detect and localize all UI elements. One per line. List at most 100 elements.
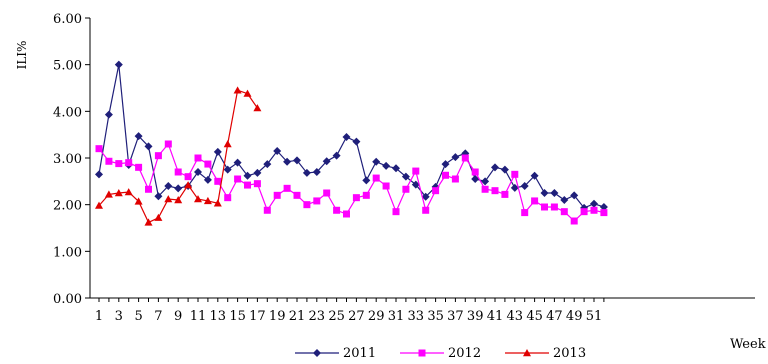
- data-point-2011: [302, 168, 311, 177]
- data-point-2012: [234, 175, 242, 183]
- data-point-2012: [402, 185, 410, 193]
- data-point-2013: [223, 140, 232, 148]
- data-point-2011: [590, 199, 598, 208]
- data-point-2012: [501, 190, 509, 198]
- data-point-2013: [194, 195, 202, 203]
- x-tick-label: 39: [467, 309, 484, 324]
- legend-label: 2011: [343, 346, 376, 361]
- data-point-2011: [401, 172, 410, 181]
- data-point-2013: [233, 86, 242, 94]
- legend-marker: [523, 349, 531, 357]
- data-point-2012: [491, 187, 499, 195]
- data-point-2012: [154, 152, 162, 160]
- data-point-2012: [145, 185, 152, 193]
- data-point-2012: [125, 159, 133, 167]
- data-point-2013: [184, 181, 193, 189]
- y-axis: 0.00 1.00 2.00 3.00 4.00 5.00 6.00: [53, 12, 91, 307]
- x-tick-label: 11: [190, 309, 207, 324]
- data-point-2011: [95, 170, 103, 179]
- x-tick-label: 49: [566, 309, 583, 324]
- data-point-2011: [134, 132, 143, 141]
- data-point-2011: [352, 137, 361, 146]
- y-tick-label: 3.00: [53, 152, 82, 167]
- y-tick-label: 5.00: [53, 59, 82, 74]
- data-point-2011: [510, 183, 519, 192]
- series-line-2012: [98, 142, 605, 222]
- data-point-2011: [441, 160, 450, 169]
- data-point-2012: [382, 182, 390, 190]
- data-point-2012: [362, 191, 370, 199]
- data-point-2011: [560, 196, 569, 204]
- data-point-2011: [233, 158, 242, 167]
- data-point-2012: [412, 167, 420, 175]
- data-point-2011: [293, 156, 301, 165]
- data-point-2012: [293, 191, 301, 199]
- x-tick-label: 43: [507, 309, 524, 324]
- data-point-2012: [531, 197, 539, 205]
- x-tick-label: 17: [249, 309, 266, 324]
- data-point-2012: [303, 201, 311, 209]
- series-2012: [95, 140, 608, 225]
- data-point-2012: [570, 217, 578, 225]
- data-point-2011: [164, 182, 173, 190]
- data-point-2011: [144, 142, 153, 151]
- data-point-2012: [244, 181, 251, 189]
- data-point-2013: [144, 218, 153, 226]
- data-point-2011: [520, 182, 529, 190]
- data-point-2012: [541, 203, 548, 211]
- data-point-2012: [422, 206, 430, 214]
- data-point-2012: [590, 206, 598, 214]
- data-point-2011: [213, 147, 222, 156]
- series-layer: [95, 60, 608, 226]
- data-point-2013: [154, 213, 163, 221]
- data-point-2012: [600, 209, 608, 217]
- data-point-2011: [481, 177, 490, 186]
- data-point-2011: [114, 60, 123, 69]
- data-point-2013: [134, 197, 143, 205]
- data-point-2011: [312, 168, 321, 176]
- data-point-2012: [451, 175, 459, 183]
- data-point-2011: [451, 153, 460, 162]
- x-tick-label: 21: [289, 309, 306, 324]
- data-point-2012: [442, 171, 449, 179]
- data-point-2011: [392, 164, 400, 173]
- data-point-2011: [203, 175, 212, 184]
- x-tick-label: 31: [388, 309, 405, 324]
- data-point-2011: [243, 171, 252, 180]
- data-point-2012: [550, 203, 558, 211]
- y-tick-label: 6.00: [53, 12, 82, 27]
- data-point-2012: [283, 184, 291, 192]
- data-point-2011: [599, 203, 608, 211]
- data-point-2012: [461, 154, 469, 162]
- x-tick-label: 15: [229, 309, 246, 324]
- x-tick-label: 45: [526, 309, 543, 324]
- data-point-2012: [313, 197, 321, 205]
- data-point-2013: [124, 188, 133, 196]
- x-tick-label: 29: [368, 309, 385, 324]
- data-point-2012: [95, 145, 103, 153]
- data-point-2012: [521, 209, 529, 217]
- legend-item-2012: 2012: [400, 346, 481, 361]
- x-tick-label: 13: [210, 309, 227, 324]
- x-tick-label: 51: [586, 309, 603, 324]
- legend-marker: [418, 349, 426, 357]
- data-point-2012: [214, 177, 222, 185]
- data-point-2012: [174, 168, 182, 176]
- x-tick-label: 25: [328, 309, 345, 324]
- data-point-2011: [411, 180, 420, 189]
- data-point-2011: [223, 165, 232, 174]
- data-point-2011: [104, 110, 113, 119]
- data-point-2012: [481, 185, 489, 193]
- data-point-2012: [333, 206, 341, 214]
- data-point-2012: [164, 140, 172, 148]
- x-tick-label: 27: [348, 309, 365, 324]
- data-point-2011: [500, 165, 509, 174]
- series-2013: [95, 86, 262, 226]
- data-point-2012: [323, 189, 331, 197]
- data-point-2011: [322, 157, 331, 166]
- x-ticks: 1 3 5 7 9 11 13 15 17 19 21 23 25 27 29 31 33 35 37 39 41 43 4…: [95, 298, 605, 324]
- data-point-2011: [471, 175, 480, 183]
- data-point-2012: [263, 206, 271, 214]
- y-axis-label: ILI%: [15, 41, 29, 70]
